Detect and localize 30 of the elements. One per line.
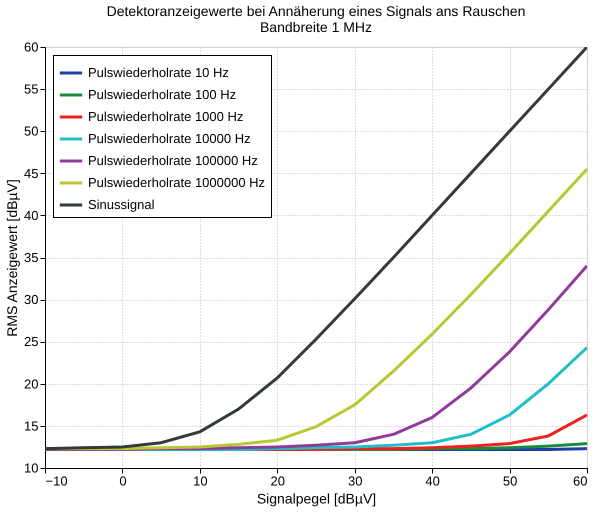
legend-label: Pulswiederholrate 10 Hz bbox=[88, 65, 229, 80]
y-tick-label: 50 bbox=[24, 124, 38, 139]
x-tick-label: 30 bbox=[348, 474, 362, 488]
y-tick-label: 45 bbox=[24, 166, 38, 181]
legend-label: Pulswiederholrate 10000 Hz bbox=[88, 131, 251, 146]
legend-label: Pulswiederholrate 1000000 Hz bbox=[88, 175, 266, 190]
y-tick-label: 10 bbox=[24, 460, 38, 476]
legend-label: Pulswiederholrate 1000 Hz bbox=[88, 109, 244, 124]
y-tick-label: 60 bbox=[24, 40, 38, 54]
y-tick-label: 40 bbox=[24, 208, 38, 223]
legend-label: Pulswiederholrate 100000 Hz bbox=[88, 153, 258, 168]
x-tick-label: 10 bbox=[193, 474, 208, 488]
y-tick-label: 25 bbox=[24, 334, 38, 350]
y-tick-label: 35 bbox=[24, 250, 38, 265]
x-tick-label: 40 bbox=[425, 474, 440, 488]
x-tick-label: 60 bbox=[573, 474, 588, 488]
legend-label: Sinussignal bbox=[88, 197, 155, 212]
x-tick-label: −10 bbox=[46, 474, 68, 488]
x-tick-label: 50 bbox=[502, 474, 518, 488]
chart-subtitle: Bandbreite 1 MHz bbox=[260, 19, 372, 35]
y-tick-label: 20 bbox=[24, 376, 38, 392]
x-axis-title: Signalpegel [dBµV] bbox=[256, 490, 376, 506]
y-tick-label: 30 bbox=[24, 292, 38, 308]
x-tick-label: 20 bbox=[270, 474, 286, 488]
y-tick-label: 15 bbox=[24, 418, 38, 434]
chart-title: Detektoranzeigewerte bei Annäherung eines Signals ans Rauschen bbox=[106, 3, 526, 19]
y-tick-label: 55 bbox=[24, 82, 38, 97]
y-axis-title: RMS Anzeigewert [dBµV] bbox=[4, 179, 20, 337]
legend-label: Pulswiederholrate 100 Hz bbox=[88, 87, 236, 102]
x-tick-label: 0 bbox=[119, 474, 127, 488]
